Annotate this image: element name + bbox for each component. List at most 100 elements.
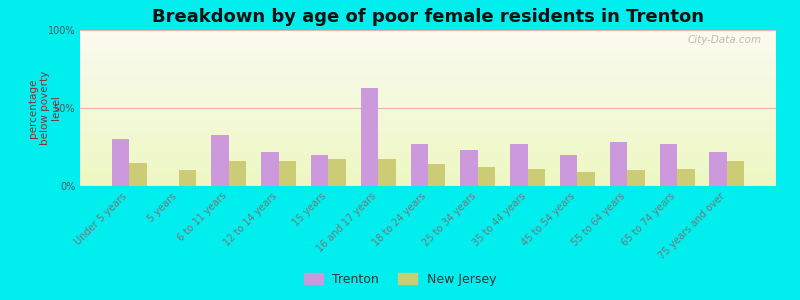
Bar <box>80 40 776 41</box>
Bar <box>80 178 776 179</box>
Bar <box>80 64 776 65</box>
Bar <box>80 138 776 139</box>
Bar <box>80 34 776 35</box>
Bar <box>80 78 776 79</box>
Bar <box>80 57 776 58</box>
Bar <box>80 169 776 170</box>
Bar <box>80 168 776 169</box>
Title: Breakdown by age of poor female residents in Trenton: Breakdown by age of poor female resident… <box>152 8 704 26</box>
Bar <box>80 38 776 39</box>
Bar <box>80 129 776 130</box>
Bar <box>80 66 776 67</box>
Bar <box>80 107 776 108</box>
Bar <box>80 75 776 76</box>
Bar <box>677 169 694 186</box>
Bar <box>80 68 776 69</box>
Bar <box>80 74 776 75</box>
Bar <box>80 30 776 31</box>
Bar <box>80 113 776 114</box>
Bar <box>80 45 776 46</box>
Bar <box>80 119 776 120</box>
Bar <box>80 162 776 163</box>
Bar <box>578 172 595 186</box>
Bar <box>80 99 776 100</box>
Bar <box>80 101 776 102</box>
Bar <box>428 164 446 186</box>
Legend: Trenton, New Jersey: Trenton, New Jersey <box>298 268 502 291</box>
Bar <box>80 136 776 137</box>
Bar <box>80 164 776 165</box>
Bar <box>80 58 776 59</box>
Bar <box>80 59 776 60</box>
Bar <box>80 176 776 177</box>
Bar <box>211 134 229 186</box>
Bar <box>112 139 129 186</box>
Y-axis label: percentage
below poverty
level: percentage below poverty level <box>28 71 62 145</box>
Bar <box>80 104 776 105</box>
Bar <box>80 139 776 140</box>
Bar <box>80 77 776 78</box>
Bar <box>410 144 428 186</box>
Bar <box>80 116 776 117</box>
Bar <box>80 71 776 72</box>
Text: City-Data.com: City-Data.com <box>688 35 762 45</box>
Bar <box>80 84 776 85</box>
Bar <box>80 153 776 154</box>
Bar <box>80 134 776 135</box>
Bar <box>80 122 776 123</box>
Bar <box>80 39 776 40</box>
Bar <box>80 156 776 157</box>
Bar <box>80 76 776 77</box>
Bar <box>80 133 776 134</box>
Bar <box>80 103 776 104</box>
Bar <box>80 89 776 90</box>
Bar <box>80 111 776 112</box>
Bar <box>80 171 776 172</box>
Bar <box>80 143 776 144</box>
Bar <box>80 185 776 186</box>
Bar <box>80 159 776 160</box>
Bar <box>80 79 776 80</box>
Bar <box>80 63 776 64</box>
Bar <box>229 161 246 186</box>
Bar <box>80 83 776 84</box>
Bar <box>710 152 727 186</box>
Bar <box>311 155 328 186</box>
Bar <box>80 53 776 54</box>
Bar <box>80 51 776 52</box>
Bar <box>627 170 645 186</box>
Bar <box>80 67 776 68</box>
Bar <box>361 88 378 186</box>
Bar <box>80 137 776 138</box>
Bar <box>80 145 776 146</box>
Bar <box>80 142 776 143</box>
Bar <box>80 146 776 147</box>
Bar <box>80 102 776 103</box>
Bar <box>80 85 776 86</box>
Bar <box>80 31 776 32</box>
Bar <box>80 95 776 96</box>
Bar <box>80 124 776 125</box>
Bar <box>80 50 776 51</box>
Bar <box>80 148 776 149</box>
Bar <box>179 170 196 186</box>
Bar <box>80 157 776 158</box>
Bar <box>80 33 776 34</box>
Bar <box>80 179 776 180</box>
Bar <box>80 105 776 106</box>
Bar <box>80 126 776 127</box>
Bar <box>460 150 478 186</box>
Bar <box>80 135 776 136</box>
Bar <box>80 46 776 47</box>
Bar <box>80 182 776 183</box>
Bar <box>80 36 776 37</box>
Bar <box>80 100 776 101</box>
Bar <box>80 161 776 162</box>
Bar <box>80 151 776 152</box>
Bar <box>80 92 776 93</box>
Bar <box>80 82 776 83</box>
Bar <box>80 106 776 107</box>
Bar <box>80 48 776 49</box>
Bar <box>80 35 776 36</box>
Bar <box>261 152 278 186</box>
